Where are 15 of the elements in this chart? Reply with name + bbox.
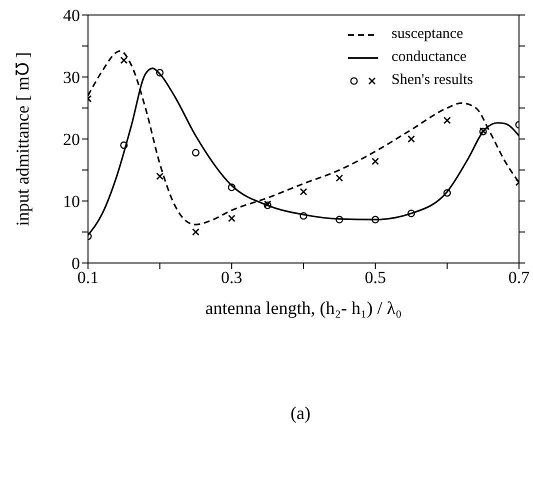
x-tick-label: 0.5: [364, 268, 386, 288]
y-axis-title: input admittance [ m℧ ]: [12, 52, 32, 226]
y-tick-label: 0: [72, 254, 80, 274]
x-tick-label: 0.7: [508, 268, 530, 288]
x-tick-label: 0.3: [221, 268, 242, 288]
legend-label: susceptance: [392, 26, 464, 43]
text: (a): [290, 403, 312, 424]
y-tick-label: 30: [63, 68, 80, 88]
y-tick-label: 40: [63, 6, 80, 26]
x-tick-label: 0.1: [77, 268, 99, 288]
y-tick-label: 10: [63, 192, 80, 212]
y-tick-label: 20: [63, 130, 80, 150]
legend-label: Shen's results: [392, 72, 473, 89]
legend-label: conductance: [392, 49, 467, 66]
x-axis-title: antenna length, (h₂- h₁) / λ₀: [205, 298, 402, 318]
